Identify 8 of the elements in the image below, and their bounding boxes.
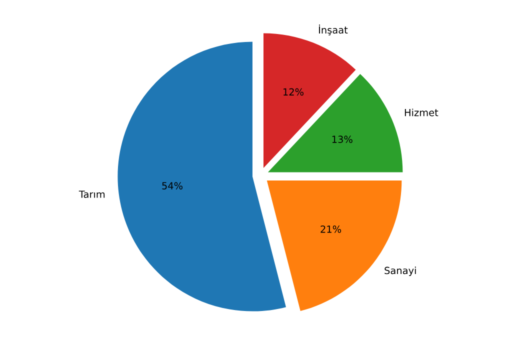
- slice-label: Hizmet: [404, 108, 438, 116]
- data-label: 21%: [320, 225, 342, 233]
- data-label: 13%: [332, 136, 352, 143]
- slice-label: Sanayi: [384, 266, 416, 276]
- slice-label: İnşaat: [319, 24, 348, 36]
- data-label: 12%: [284, 88, 304, 96]
- data-label: 54%: [162, 182, 183, 190]
- slice-label: Tarım: [78, 190, 105, 198]
